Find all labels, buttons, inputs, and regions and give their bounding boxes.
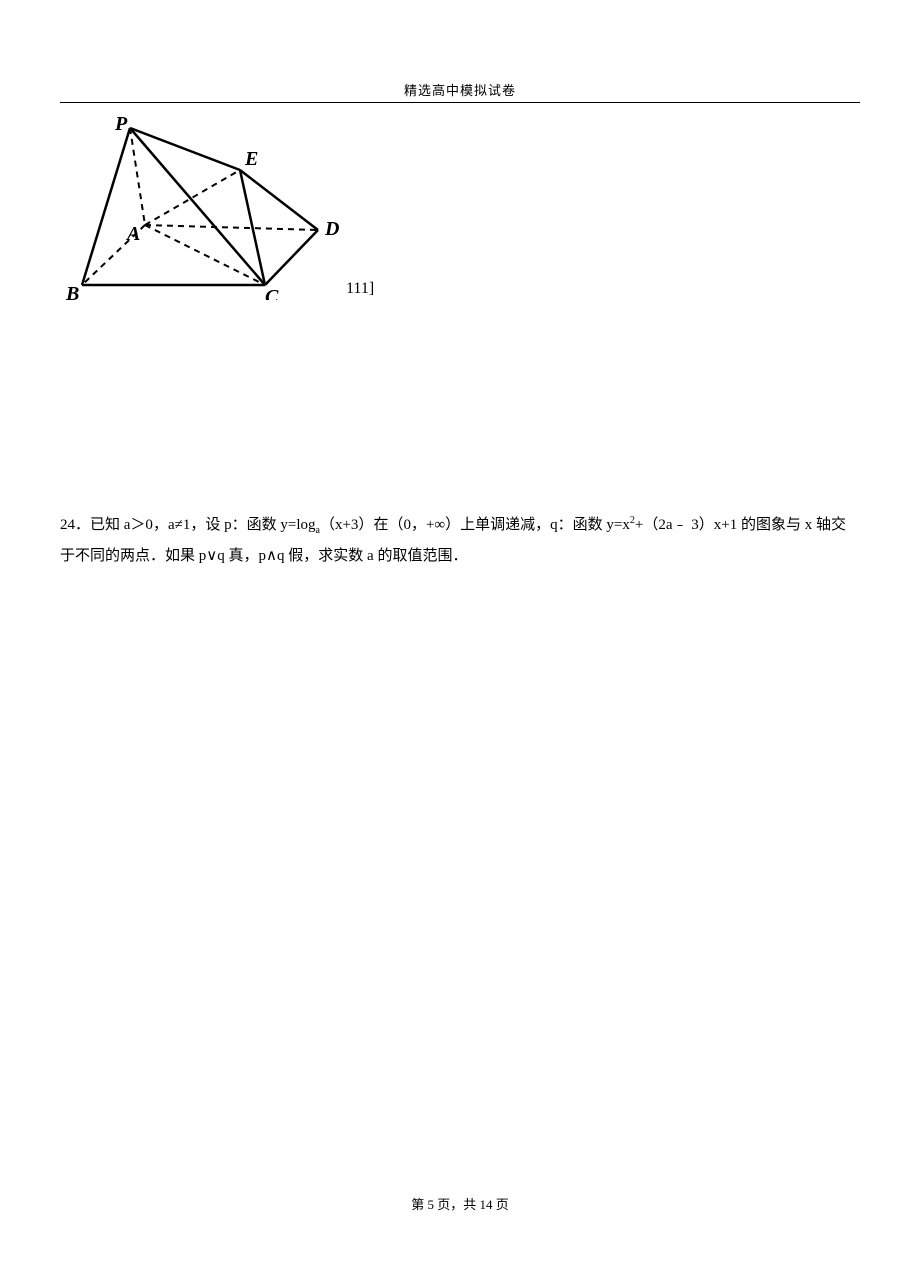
page-footer: 第 5 页，共 14 页 — [0, 1194, 920, 1213]
label-P: P — [114, 113, 128, 135]
f2c: +（2a﹣ 3）x+1 — [635, 517, 741, 533]
footer-suffix: 页 — [493, 1197, 509, 1212]
t2: ， — [153, 517, 168, 533]
a-gt-0: a＞0 — [124, 517, 153, 533]
t3: ，设 — [190, 517, 224, 533]
t6: ， — [411, 517, 426, 533]
edge-A-E — [145, 170, 240, 225]
paq: p∧q — [259, 548, 289, 564]
t13: 的取值范围． — [377, 548, 467, 564]
t7: ）上单调递减， — [445, 517, 550, 533]
t8: ：函数 — [558, 517, 607, 533]
t1: ．已知 — [75, 517, 124, 533]
f1c: （x+3） — [320, 517, 373, 533]
xa: x — [805, 517, 816, 533]
f1a: y=log — [280, 517, 315, 533]
t4: ：函数 — [232, 517, 281, 533]
a-ne-1: a≠1 — [168, 517, 190, 533]
header-title: 精选高中模拟试卷 — [404, 83, 516, 98]
page-total: 14 — [480, 1197, 493, 1212]
pvq: p∨q — [199, 548, 229, 564]
geometry-figure: P E D A B C — [60, 110, 340, 300]
header-container: 精选高中模拟试卷 — [60, 80, 860, 103]
q-var: q — [550, 517, 558, 533]
edge-P-B — [82, 128, 130, 285]
problem-24: 24．已知 a＞0，a≠1，设 p：函数 y=loga（x+3）在（0，+∞）上… — [60, 510, 860, 571]
edge-C-D — [265, 230, 318, 285]
af: a — [367, 548, 377, 564]
footer-prefix: 第 — [411, 1197, 427, 1212]
figure-annotation: 111] — [346, 280, 374, 298]
t9: 的图象与 — [741, 517, 805, 533]
label-A: A — [125, 223, 140, 245]
r1: 0 — [403, 517, 411, 533]
problem-number: 24 — [60, 517, 75, 533]
label-D: D — [324, 218, 339, 240]
label-E: E — [244, 148, 258, 170]
edge-A-C — [145, 225, 265, 285]
t5: 在（ — [373, 517, 403, 533]
p-var: p — [224, 517, 232, 533]
t11: 真， — [229, 548, 259, 564]
f2a: y=x — [606, 517, 629, 533]
t12: 假，求实数 — [288, 548, 367, 564]
r2: +∞ — [426, 517, 445, 533]
figure-svg: P E D A B C — [60, 110, 340, 300]
edge-A-D — [145, 225, 318, 230]
figure-annotation-text: 111] — [346, 280, 374, 297]
label-C: C — [265, 286, 279, 300]
label-B: B — [65, 283, 79, 300]
footer-middle: 页，共 — [434, 1197, 480, 1212]
